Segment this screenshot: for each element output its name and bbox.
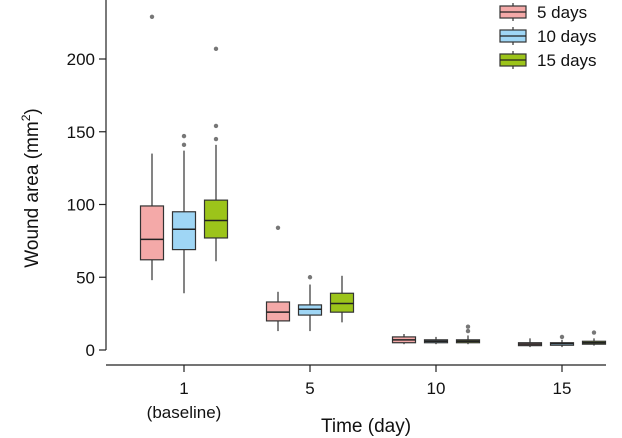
box-outlier xyxy=(149,14,155,20)
box-outlier xyxy=(465,324,471,329)
box xyxy=(265,225,291,332)
box xyxy=(581,330,607,346)
y-axis-title: Wound area (mm2) xyxy=(19,108,43,267)
legend-label: 5 days xyxy=(537,3,587,22)
x-tick-label: 5 xyxy=(305,379,314,398)
box xyxy=(297,275,323,332)
box-iqr xyxy=(139,205,165,261)
box-outlier xyxy=(213,136,219,142)
legend-label: 15 days xyxy=(537,51,597,70)
box-iqr xyxy=(171,211,197,251)
box-outlier xyxy=(275,225,281,230)
legend-label: 10 days xyxy=(537,27,597,46)
y-axis-title-main: Wound area (mm xyxy=(22,121,43,267)
box xyxy=(391,333,417,345)
series-15-days xyxy=(203,46,607,346)
box xyxy=(455,324,481,345)
legend-item: 10 days xyxy=(499,27,597,46)
series-5-days xyxy=(139,14,543,348)
box-outlier xyxy=(559,334,565,340)
x-tick-label: 10 xyxy=(427,379,446,398)
legend-item: 5 days xyxy=(499,3,587,22)
box xyxy=(171,133,197,294)
box xyxy=(423,336,449,345)
box-outlier xyxy=(213,46,219,52)
y-tick-label: 0 xyxy=(86,341,95,360)
x-tick-label: 1 xyxy=(179,379,188,398)
x-axis-title: Time (day) xyxy=(321,416,411,437)
x-tick-label: 15 xyxy=(553,379,572,398)
box-outlier xyxy=(465,328,471,334)
series-10-days xyxy=(171,133,575,348)
box xyxy=(517,338,543,348)
box xyxy=(203,46,229,262)
y-tick-label: 100 xyxy=(67,196,95,215)
y-axis-title-close: ) xyxy=(22,108,43,114)
box-outlier xyxy=(307,275,313,280)
box-outlier xyxy=(181,133,187,139)
box-outlier xyxy=(213,123,219,129)
x-axis: 1 (baseline) 5 10 15 xyxy=(106,364,606,422)
box-outlier xyxy=(181,142,187,148)
y-axis: 0 50 100 150 200 xyxy=(67,0,107,360)
legend-item: 15 days xyxy=(499,51,597,70)
x-ticks: 1 (baseline) 5 10 15 xyxy=(147,365,572,422)
box xyxy=(139,14,165,281)
box xyxy=(329,275,355,323)
y-tick-label: 50 xyxy=(76,268,95,287)
box-iqr xyxy=(203,199,229,239)
y-ticks: 0 50 100 150 200 xyxy=(67,50,106,360)
x-tick-sublabel: (baseline) xyxy=(147,403,222,422)
legend: 5 days 10 days 15 days xyxy=(499,3,597,70)
box-series-group xyxy=(139,14,607,348)
y-axis-title-superscript: 2 xyxy=(19,114,33,121)
box-outlier xyxy=(591,330,597,335)
box xyxy=(549,334,575,348)
y-tick-label: 150 xyxy=(67,123,95,142)
y-tick-label: 200 xyxy=(67,50,95,69)
